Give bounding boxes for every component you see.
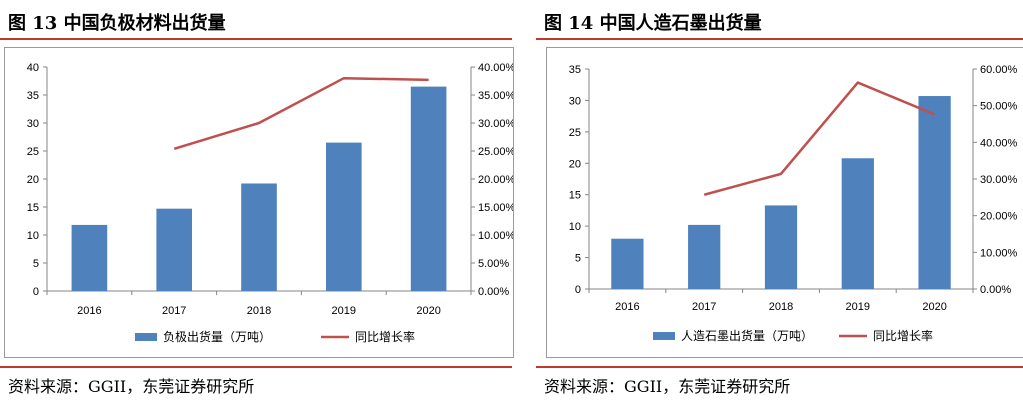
x-tick-label: 2018 — [769, 301, 793, 313]
y2-tick-label: 10.00% — [478, 230, 513, 242]
y2-tick-label: 30.00% — [980, 174, 1018, 186]
y-tick-label: 0 — [575, 284, 581, 296]
bar-2019 — [841, 158, 874, 289]
title-divider — [0, 38, 512, 40]
x-tick-label: 2016 — [615, 301, 639, 313]
x-tick-label: 2018 — [247, 305, 271, 317]
y-tick-label: 35 — [569, 64, 581, 76]
bar-2017 — [688, 224, 721, 289]
y-tick-label: 25 — [27, 146, 39, 158]
bar-2020 — [410, 86, 447, 291]
bar-2016 — [611, 238, 644, 289]
y-tick-label: 5 — [33, 258, 39, 270]
bar-2017 — [156, 208, 193, 291]
y-tick-label: 30 — [27, 118, 39, 130]
y-tick-label: 5 — [575, 253, 581, 265]
y-tick-label: 30 — [569, 95, 581, 107]
y-tick-label: 10 — [569, 221, 581, 233]
legend-line-label: 同比增长率 — [873, 328, 933, 343]
artificial-graphite-chart: 0 5 10 15 20 25 30 35 0.00% 10.00% 20.00% 30.00% 40.… — [569, 64, 1018, 343]
source-divider — [0, 366, 512, 368]
y2-tick-label: 50.00% — [980, 101, 1018, 113]
y-tick-label: 0 — [33, 286, 39, 298]
bar-2018 — [241, 183, 277, 291]
chart-frame: 0 5 10 15 20 25 30 35 40 0.00% 5.00% 10.00% 15.00% 20… — [4, 47, 516, 358]
y2-tick-label: 40.00% — [980, 137, 1018, 149]
y-tick-label: 15 — [27, 202, 39, 214]
figure-title: 图 13 中国负极材料出货量 — [8, 13, 226, 34]
legend-bar-label: 负极出货量（万吨） — [163, 329, 271, 344]
growth-rate-line — [703, 81, 936, 196]
source-divider — [536, 366, 1023, 368]
x-tick-label: 2016 — [77, 305, 101, 317]
y-tick-label: 25 — [569, 127, 581, 139]
legend-bar-swatch — [135, 333, 157, 341]
source-note: 资料来源：GGII，东莞证券研究所 — [544, 377, 791, 396]
y2-tick-label: 30.00% — [478, 118, 513, 130]
y2-tick-label: 15.00% — [478, 202, 513, 214]
y2-tick-label: 0.00% — [980, 284, 1011, 296]
x-tick-label: 2019 — [846, 301, 870, 313]
y2-tick-label: 10.00% — [980, 247, 1018, 259]
y2-tick-label: 5.00% — [478, 258, 509, 270]
y-tick-label: 35 — [27, 90, 39, 102]
bar-2020 — [918, 96, 951, 290]
x-tick-label: 2017 — [692, 301, 716, 313]
legend-line-label: 同比增长率 — [355, 329, 415, 344]
y2-tick-label: 25.00% — [478, 146, 513, 158]
y-tick-label: 40 — [27, 62, 39, 74]
y-tick-label: 20 — [27, 174, 39, 186]
y2-tick-label: 20.00% — [478, 174, 513, 186]
x-tick-label: 2020 — [922, 301, 946, 313]
growth-rate-line — [173, 76, 429, 150]
y-tick-label: 20 — [569, 158, 581, 170]
legend-bar-label: 人造石墨出货量（万吨） — [681, 328, 813, 343]
y-tick-label: 10 — [27, 230, 39, 242]
y2-tick-label: 35.00% — [478, 90, 513, 102]
y2-tick-label: 20.00% — [980, 211, 1018, 223]
legend-bar-swatch — [653, 332, 675, 340]
bar-2018 — [764, 205, 798, 289]
x-tick-label: 2020 — [416, 305, 440, 317]
x-tick-label: 2019 — [332, 305, 356, 317]
source-note: 资料来源：GGII，东莞证券研究所 — [8, 377, 255, 396]
bar-2016 — [71, 224, 108, 291]
y2-tick-label: 60.00% — [980, 64, 1018, 76]
x-tick-label: 2017 — [162, 305, 186, 317]
chart-frame: 0 5 10 15 20 25 30 35 0.00% 10.00% 20.00% 30.00% 40.… — [546, 47, 1023, 358]
y2-tick-label: 40.00% — [478, 62, 513, 74]
title-divider — [536, 38, 1023, 40]
y2-tick-label: 0.00% — [478, 286, 509, 298]
bar-2019 — [325, 142, 362, 291]
anode-material-chart: 0 5 10 15 20 25 30 35 40 0.00% 5.00% 10.00% 15.00% 20… — [27, 62, 516, 344]
figure-title: 图 14 中国人造石墨出货量 — [544, 13, 762, 34]
y-tick-label: 15 — [569, 190, 581, 202]
